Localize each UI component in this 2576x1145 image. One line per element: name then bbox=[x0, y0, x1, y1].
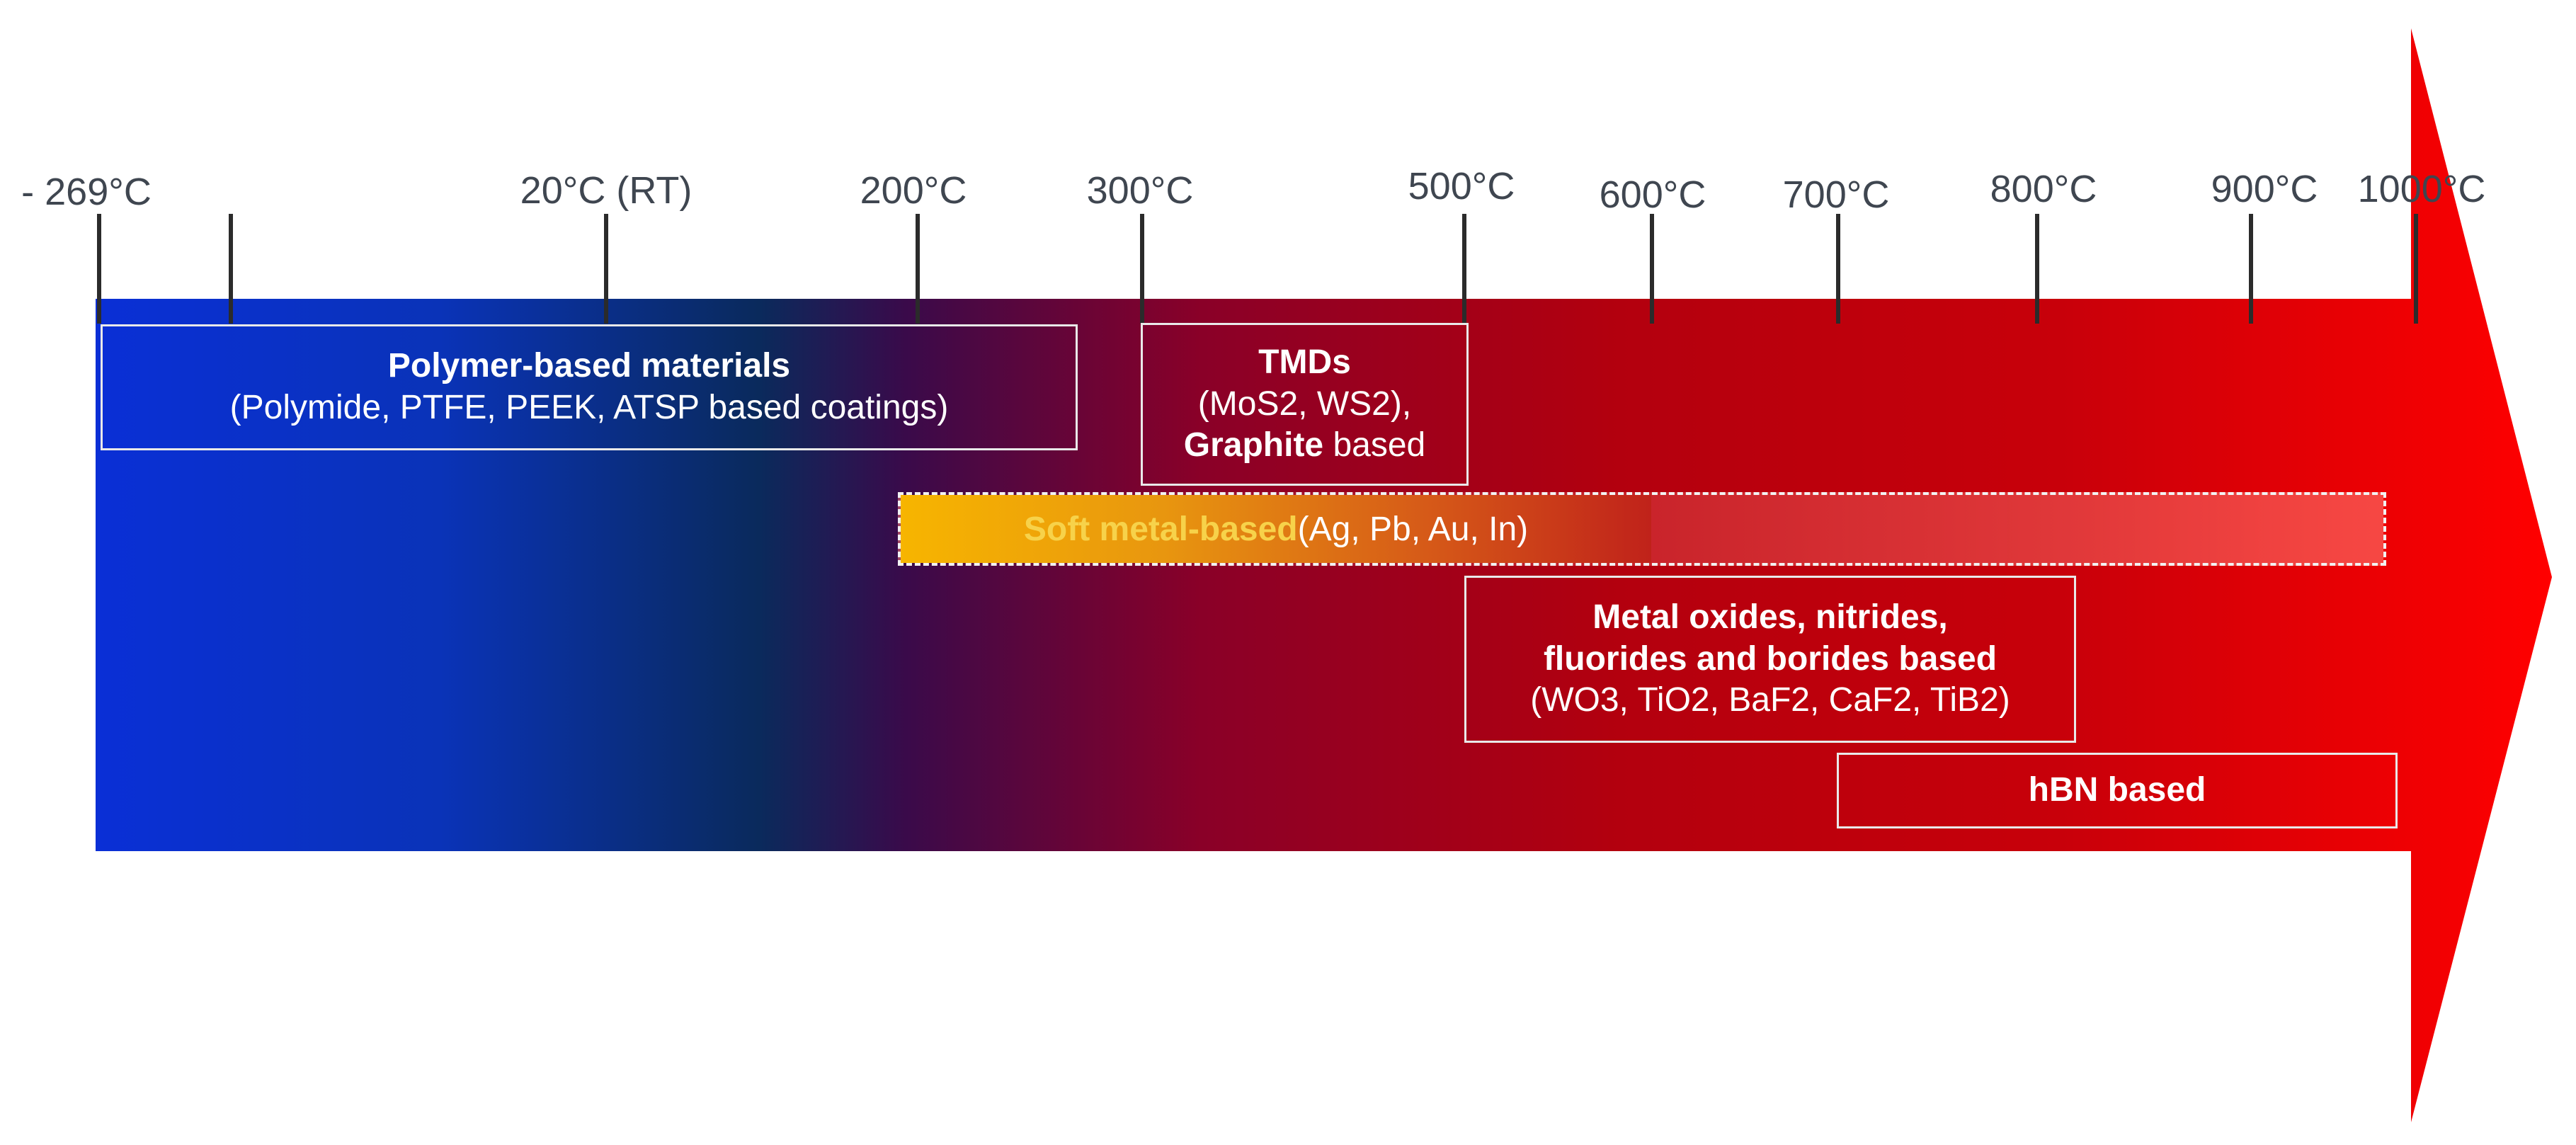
soft-metal-title: Soft metal-based bbox=[1023, 510, 1298, 548]
oxides-line1: Metal oxides, nitrides, bbox=[1592, 598, 1948, 637]
tick-label: 200°C bbox=[860, 169, 967, 212]
soft-metal-detail: (Ag, Pb, Au, In) bbox=[1297, 510, 1529, 548]
oxides-line2: fluorides and borides based bbox=[1543, 639, 1997, 678]
tick-line bbox=[97, 214, 101, 324]
tick-label: 1000°C bbox=[2357, 168, 2486, 210]
tick-line bbox=[2249, 214, 2253, 324]
tmds-detail: (MoS2, WS2), bbox=[1197, 384, 1412, 423]
polymer-detail: (Polymide, PTFE, PEEK, ATSP based coatin… bbox=[229, 389, 949, 426]
polymer-box: Polymer-based materials (Polymide, PTFE,… bbox=[101, 324, 1078, 450]
tick-line bbox=[1650, 214, 1654, 324]
tick-line bbox=[1140, 214, 1144, 324]
tick-label: 800°C bbox=[1990, 168, 2097, 210]
tick-label: - 269°C bbox=[21, 171, 152, 213]
tick-label: 300°C bbox=[1086, 169, 1194, 212]
hbn-title: hBN based bbox=[2028, 771, 2206, 809]
oxides-detail: (WO3, TiO2, BaF2, CaF2, TiB2) bbox=[1530, 681, 2010, 719]
tmds-box: TMDs (MoS2, WS2), Graphite based bbox=[1141, 323, 1469, 486]
tick-line bbox=[1836, 214, 1840, 324]
arrow-body bbox=[96, 28, 2552, 1122]
tick-label: 700°C bbox=[1782, 173, 1890, 216]
tick-line bbox=[2414, 214, 2418, 324]
tick-line bbox=[916, 214, 920, 324]
tick-label: 600°C bbox=[1599, 173, 1706, 216]
polymer-title: Polymer-based materials bbox=[387, 347, 791, 385]
tmds-graphite: Graphite based bbox=[1183, 426, 1426, 465]
hbn-box: hBN based bbox=[1837, 753, 2398, 828]
soft-metal-box: Soft metal-based (Ag, Pb, Au, In) bbox=[901, 495, 1651, 563]
tick-line bbox=[2035, 214, 2039, 324]
tick-label: 900°C bbox=[2211, 168, 2318, 210]
tmds-title: TMDs bbox=[1258, 343, 1351, 382]
tick-label: 20°C (RT) bbox=[520, 169, 693, 212]
tick-line bbox=[229, 214, 233, 324]
tick-line bbox=[604, 214, 608, 324]
tick-label: 500°C bbox=[1408, 165, 1515, 207]
tick-line bbox=[1462, 214, 1466, 324]
oxides-box: Metal oxides, nitrides, fluorides and bo… bbox=[1464, 576, 2076, 743]
